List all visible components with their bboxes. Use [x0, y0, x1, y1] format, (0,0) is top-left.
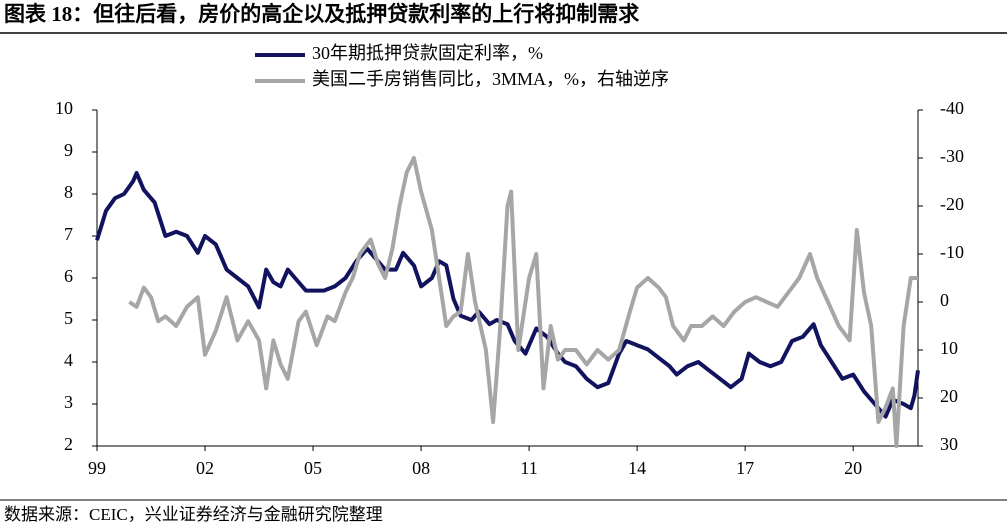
y-tick-label: 3 [64, 392, 73, 412]
y2-tick-label: -20 [940, 194, 964, 214]
source: 数据来源：CEIC，兴业证券经济与金融研究院整理 [4, 505, 383, 524]
y2-tick-label: -30 [940, 146, 964, 166]
x-tick-label: 14 [628, 458, 646, 478]
x-tick-label: 02 [196, 458, 214, 478]
y2-tick-label: 10 [940, 338, 958, 358]
series-line [95, 171, 920, 419]
y-tick-label: 8 [64, 182, 73, 202]
y-tick-label: 10 [55, 98, 73, 118]
legend-label: 30年期抵押贷款固定利率，% [312, 43, 543, 63]
y2-tick-label: 20 [940, 386, 958, 406]
y2-tick-label: 30 [940, 434, 958, 454]
y2-tick-label: 0 [940, 290, 949, 310]
y-tick-label: 7 [64, 224, 73, 244]
x-tick-label: 99 [88, 458, 106, 478]
y-tick-label: 9 [64, 140, 73, 160]
y2-tick-label: -40 [940, 98, 964, 118]
y-tick-label: 2 [64, 434, 73, 454]
y-tick-label: 6 [64, 266, 73, 286]
x-tick-label: 20 [844, 458, 862, 478]
legend-label: 美国二手房销售同比，3MMA，%，右轴逆序 [312, 69, 669, 89]
x-tick-label: 08 [412, 458, 430, 478]
chart-title: 图表 18：但往后看，房价的高企以及抵押贷款利率的上行将抑制需求 [4, 2, 639, 26]
x-tick-label: 17 [736, 458, 754, 478]
series-line [128, 156, 918, 448]
y-tick-label: 4 [64, 350, 73, 370]
y2-tick-label: -10 [940, 242, 964, 262]
y-tick-label: 5 [64, 308, 73, 328]
x-tick-label: 05 [304, 458, 322, 478]
x-tick-label: 11 [520, 458, 537, 478]
